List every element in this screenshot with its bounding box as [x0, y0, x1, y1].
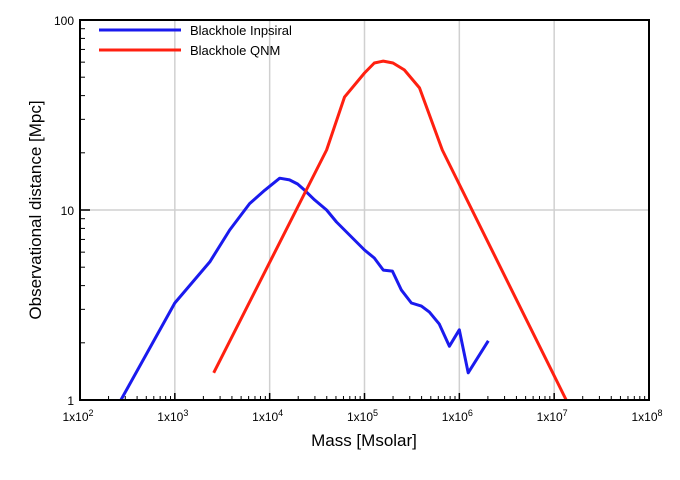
y-tick-label: 10	[61, 204, 75, 218]
series-lines	[119, 59, 568, 401]
series-line-qnm	[212, 59, 568, 401]
y-tick-labels: 1 10 100	[54, 14, 74, 408]
y-tick-label: 1	[67, 394, 74, 408]
x-tick-label: 1x103	[157, 408, 188, 424]
y-tick-label: 100	[54, 14, 74, 28]
x-tick-label: 1x108	[631, 408, 662, 424]
x-tick-label: 1x105	[347, 408, 378, 424]
plot-frame	[79, 19, 650, 401]
y-axis-label: Observational distance [Mpc]	[26, 100, 45, 319]
legend-label-inspiral: Blackhole Inpsiral	[190, 23, 292, 38]
x-tick-label: 1x104	[252, 408, 283, 424]
legend: Blackhole Inpsiral Blackhole QNM	[99, 23, 292, 58]
legend-label-qnm: Blackhole QNM	[190, 43, 280, 58]
grid	[80, 20, 649, 400]
x-tick-label: 1x107	[537, 408, 568, 424]
x-axis-label: Mass [Msolar]	[311, 431, 417, 450]
x-tick-label: 1x106	[442, 408, 473, 424]
x-tick-label: 1x102	[62, 408, 93, 424]
x-tick-labels: 1x102 1x103 1x104 1x105 1x106 1x107 1x108	[62, 408, 662, 424]
series-line-inspiral	[119, 176, 490, 401]
